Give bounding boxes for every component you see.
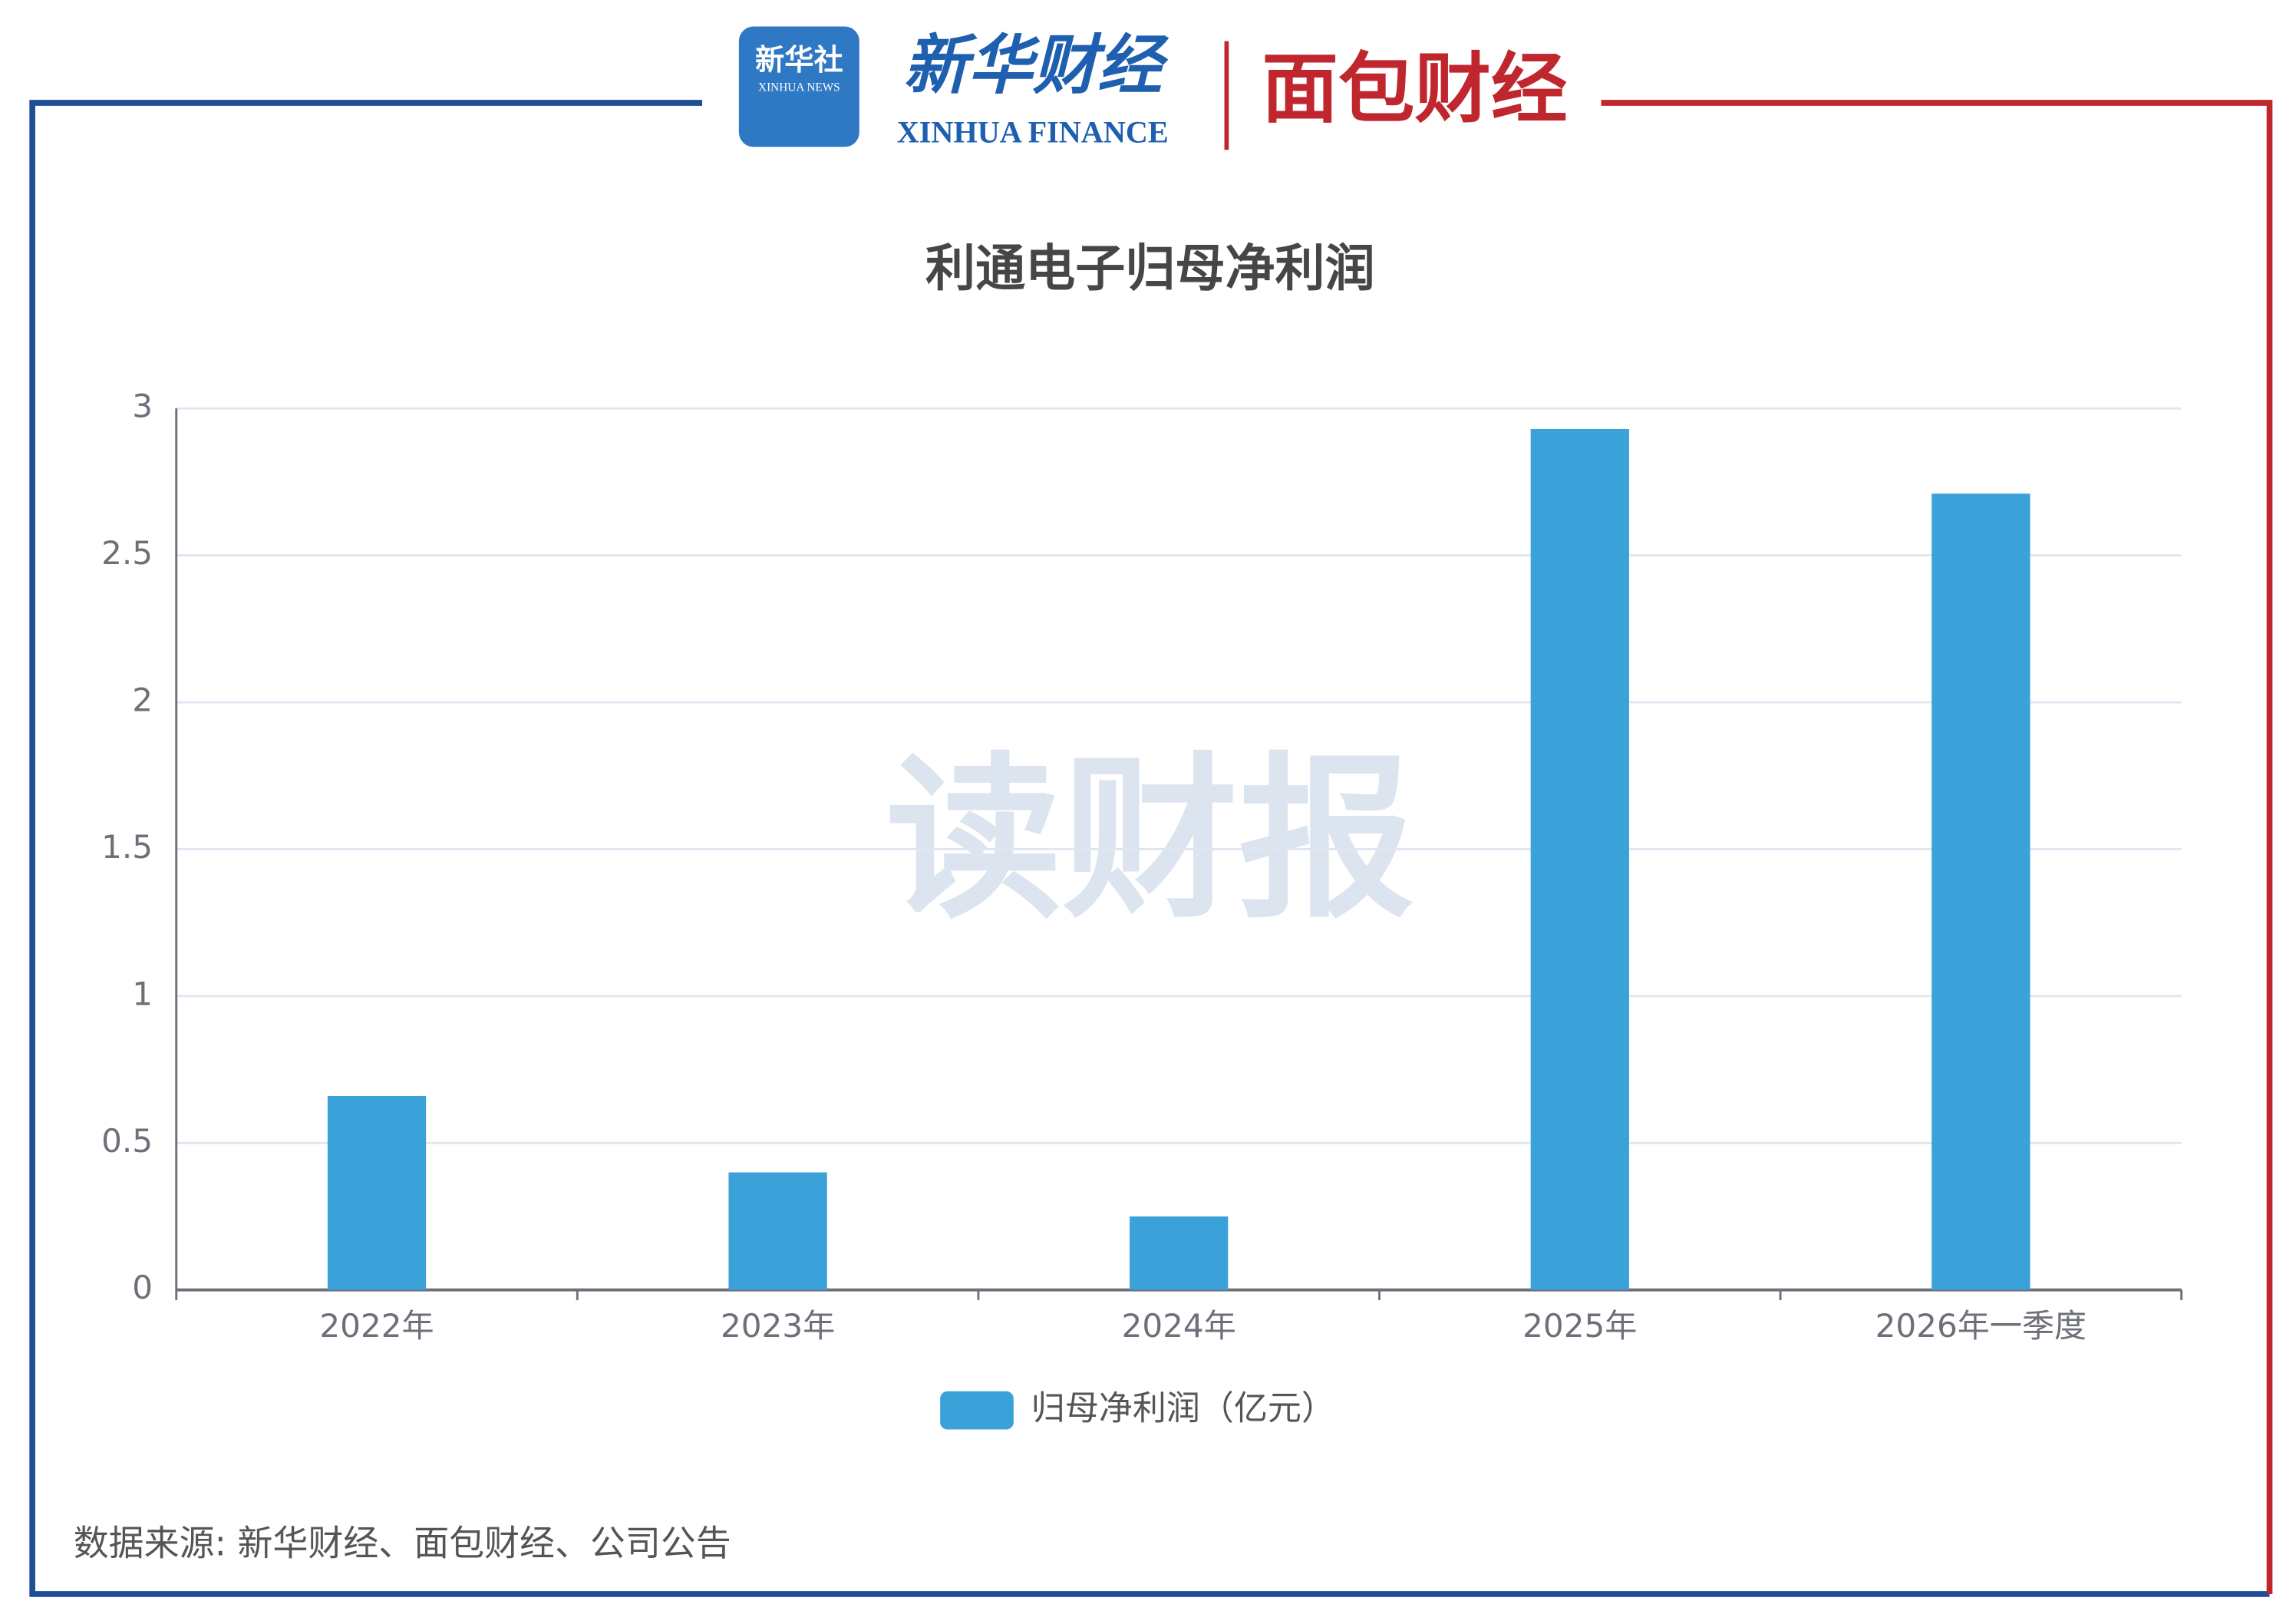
y-tick-label: 2 xyxy=(132,682,153,719)
y-tick-label: 1.5 xyxy=(101,828,153,866)
y-tick-label: 0.5 xyxy=(101,1122,153,1160)
xinhua-finance-en: XINHUA FINANCE xyxy=(897,114,1169,149)
source-note: 数据来源: 新华财经、面包财经、公司公告 xyxy=(74,1522,731,1563)
xinhua-news-logo: 新华社 xyxy=(755,43,843,78)
x-tick-label: 2025年 xyxy=(1522,1307,1637,1345)
xinhua-news-en: XINHUA NEWS xyxy=(758,81,840,94)
frame-left xyxy=(29,100,2270,1597)
bar xyxy=(327,1096,427,1290)
xinhua-logo-box xyxy=(738,26,859,147)
xinhua-finance-logo: 新华财经 xyxy=(903,27,1169,103)
bar xyxy=(1931,493,2030,1290)
y-tick-label: 1 xyxy=(132,975,153,1012)
bar xyxy=(1130,1216,1229,1290)
x-tick-label: 2026年一季度 xyxy=(1875,1307,2087,1345)
frame-right xyxy=(1601,100,2273,1594)
chart-title: 利通电子归母净利润 xyxy=(925,240,1375,298)
legend-swatch xyxy=(940,1391,1014,1430)
y-tick-label: 3 xyxy=(132,388,153,425)
x-tick-label: 2024年 xyxy=(1122,1307,1236,1345)
bar xyxy=(728,1172,827,1290)
mianbao-logo: 面包财经 xyxy=(1262,45,1567,134)
watermark: 读财报 xyxy=(886,738,1414,942)
legend-label: 归母净利润（亿元） xyxy=(1031,1389,1335,1428)
y-tick-label: 2.5 xyxy=(101,534,153,572)
x-tick-label: 2023年 xyxy=(721,1307,835,1345)
x-tick-label: 2022年 xyxy=(319,1307,434,1345)
bar xyxy=(1530,428,1629,1290)
y-tick-label: 0 xyxy=(132,1269,153,1306)
